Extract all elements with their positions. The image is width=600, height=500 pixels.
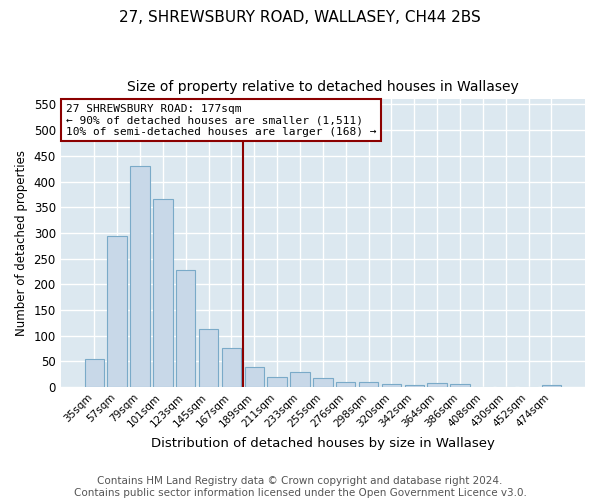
Text: Contains HM Land Registry data © Crown copyright and database right 2024.
Contai: Contains HM Land Registry data © Crown c…	[74, 476, 526, 498]
Bar	[290, 372, 310, 387]
Bar	[450, 384, 470, 387]
Title: Size of property relative to detached houses in Wallasey: Size of property relative to detached ho…	[127, 80, 519, 94]
X-axis label: Distribution of detached houses by size in Wallasey: Distribution of detached houses by size …	[151, 437, 495, 450]
Bar	[359, 382, 378, 387]
Bar	[153, 200, 173, 387]
Bar	[336, 382, 355, 387]
Bar	[404, 385, 424, 387]
Text: 27, SHREWSBURY ROAD, WALLASEY, CH44 2BS: 27, SHREWSBURY ROAD, WALLASEY, CH44 2BS	[119, 10, 481, 25]
Bar	[176, 270, 196, 387]
Bar	[245, 368, 264, 387]
Bar	[221, 348, 241, 387]
Y-axis label: Number of detached properties: Number of detached properties	[15, 150, 28, 336]
Bar	[268, 376, 287, 387]
Bar	[427, 383, 447, 387]
Bar	[313, 378, 332, 387]
Bar	[107, 236, 127, 387]
Bar	[382, 384, 401, 387]
Text: 27 SHREWSBURY ROAD: 177sqm
← 90% of detached houses are smaller (1,511)
10% of s: 27 SHREWSBURY ROAD: 177sqm ← 90% of deta…	[66, 104, 376, 137]
Bar	[199, 329, 218, 387]
Bar	[130, 166, 149, 387]
Bar	[542, 385, 561, 387]
Bar	[85, 358, 104, 387]
